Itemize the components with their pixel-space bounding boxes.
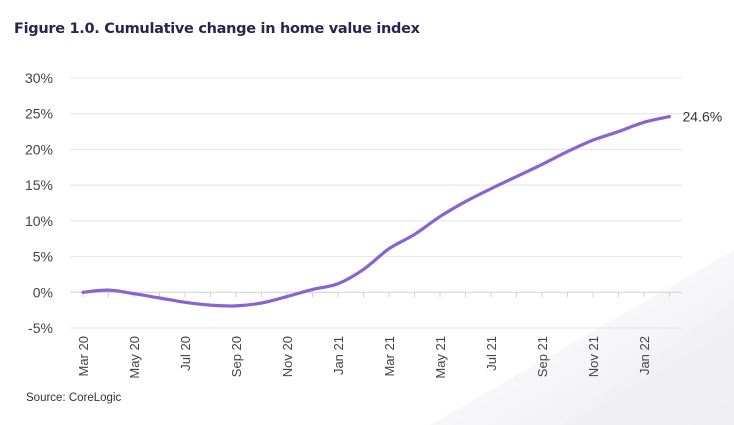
data-point bbox=[81, 291, 85, 294]
data-point bbox=[209, 303, 212, 307]
data-point bbox=[617, 130, 620, 133]
y-tick-label: 0% bbox=[33, 284, 53, 300]
y-tick-label: 20% bbox=[25, 141, 53, 157]
data-point bbox=[566, 150, 569, 153]
series-line bbox=[81, 114, 672, 308]
x-tick-label: Sep 20 bbox=[229, 336, 244, 377]
data-point bbox=[464, 200, 467, 203]
data-point bbox=[413, 233, 416, 236]
y-tick-label: 5% bbox=[33, 249, 53, 265]
data-point bbox=[107, 288, 110, 292]
x-tick-label: May 20 bbox=[127, 336, 142, 379]
data-point bbox=[311, 288, 314, 291]
data-point bbox=[362, 268, 365, 271]
data-point bbox=[285, 295, 289, 298]
data-point bbox=[387, 247, 391, 250]
data-point bbox=[515, 175, 518, 178]
y-axis: -5% 0% 5% 10% 15% 20% 25% 30% bbox=[25, 70, 53, 336]
chart-title: Figure 1.0. Cumulative change in home va… bbox=[14, 21, 420, 37]
data-point bbox=[642, 121, 646, 124]
y-tick-label: 25% bbox=[25, 106, 53, 122]
data-point bbox=[591, 138, 595, 142]
grid-lines bbox=[70, 77, 682, 329]
x-tick-label: Nov 21 bbox=[586, 336, 601, 377]
data-point bbox=[438, 215, 442, 218]
data-point bbox=[336, 282, 340, 285]
x-tick-label: May 21 bbox=[433, 336, 448, 379]
y-tick-label: -5% bbox=[28, 320, 53, 336]
data-point bbox=[158, 296, 161, 300]
x-tick-label: Mar 21 bbox=[382, 336, 397, 376]
x-tick-label: Jul 20 bbox=[178, 336, 193, 371]
x-tick-label: Jan 22 bbox=[637, 336, 652, 375]
y-tick-label: 30% bbox=[25, 70, 53, 86]
data-point bbox=[132, 292, 136, 295]
x-tick-label: Jul 21 bbox=[484, 336, 499, 371]
x-axis: Mar 20 May 20 Jul 20 Sep 20 Nov 20 Jan 21 Mar … bbox=[76, 292, 670, 379]
data-point bbox=[489, 187, 493, 190]
data-point bbox=[183, 301, 187, 304]
source-note: Source: CoreLogic bbox=[26, 392, 122, 404]
data-points bbox=[81, 115, 671, 308]
end-value-label: 24.6% bbox=[683, 109, 723, 125]
x-tick-label: Nov 20 bbox=[280, 336, 295, 377]
x-tick-label: Mar 20 bbox=[76, 336, 91, 376]
data-point bbox=[234, 304, 238, 308]
y-tick-label: 15% bbox=[25, 177, 53, 193]
x-tick-label: Sep 21 bbox=[535, 336, 550, 377]
data-point bbox=[540, 163, 544, 166]
data-point bbox=[668, 115, 671, 118]
x-tick-label: Jan 21 bbox=[331, 336, 346, 375]
data-point bbox=[260, 301, 263, 305]
y-tick-label: 10% bbox=[25, 213, 53, 229]
